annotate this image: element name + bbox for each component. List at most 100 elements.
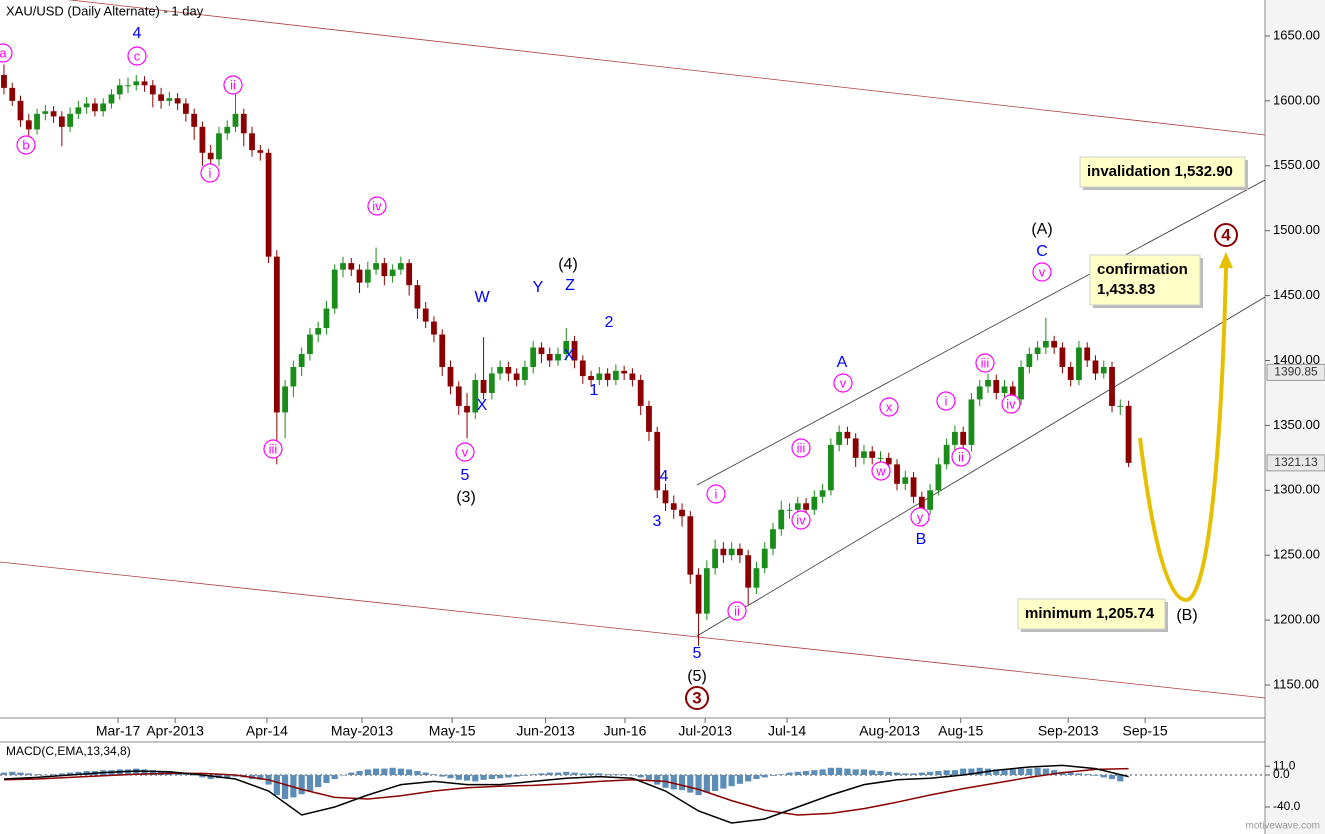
macd-histogram-bar: [397, 768, 404, 775]
macd-histogram-bar: [472, 775, 479, 782]
wave-label: iv: [372, 198, 382, 213]
macd-histogram-bar: [538, 773, 545, 775]
wave-label: X: [564, 347, 575, 364]
candle-body: [894, 464, 900, 484]
macd-histogram-bar: [844, 768, 851, 775]
candle-body: [488, 373, 495, 393]
macd-histogram-bar: [83, 771, 90, 775]
macd-histogram-bar: [587, 773, 595, 775]
candle-body: [770, 529, 776, 549]
candle-body: [348, 263, 355, 270]
x-tick-label: Aug-2013: [859, 723, 920, 739]
macd-histogram-bar: [802, 771, 810, 775]
annotation-circle: [223, 75, 243, 95]
candle-body: [455, 386, 462, 406]
macd-histogram-bar: [728, 775, 735, 787]
macd-histogram-bar: [960, 768, 967, 775]
wave-label: i: [715, 486, 718, 501]
candle-body: [298, 354, 305, 367]
candle-body: [9, 87, 16, 101]
note-box: [1079, 156, 1246, 188]
macd-histogram-bar: [836, 767, 843, 775]
candle-body: [662, 490, 669, 504]
macd-histogram-bar: [1108, 775, 1116, 779]
macd-histogram-bar: [497, 775, 504, 779]
macd-histogram-bar: [42, 775, 49, 776]
candle-body: [224, 126, 231, 134]
wave-label: v: [840, 375, 847, 390]
wave-label: 5: [693, 645, 702, 662]
wave-label: 5: [461, 467, 470, 484]
macd-histogram-bar: [1017, 768, 1025, 775]
y-tick-label: 1300.00: [1273, 482, 1320, 497]
candle-body: [695, 574, 702, 614]
macd-histogram-bar: [893, 772, 901, 775]
macd-histogram-bar: [703, 775, 710, 793]
macd-histogram-bar: [290, 775, 297, 798]
macd-histogram-bar: [455, 775, 462, 780]
wave-label: Z: [565, 277, 575, 294]
x-tick-label: Mar-17: [96, 723, 141, 739]
x-tick-label: Apr-2013: [146, 723, 204, 739]
macd-histogram-bar: [1042, 768, 1049, 775]
annotation-circle: [951, 447, 971, 467]
candle-body: [786, 509, 793, 511]
wave-label: 3: [653, 513, 662, 530]
candle-body: [381, 263, 388, 277]
candle-body: [158, 94, 164, 101]
chart-title: XAU/USD (Daily Alternate) - 1 day: [6, 3, 204, 18]
candle-body: [778, 509, 785, 530]
candle-body: [207, 152, 214, 160]
wave-label: v: [462, 444, 469, 459]
candle-body: [364, 269, 371, 283]
macd-histogram-bar: [232, 775, 239, 777]
macd-histogram-bar: [124, 769, 132, 775]
candle-body: [737, 548, 743, 556]
macd-histogram-bar: [480, 775, 487, 780]
annotation-circle: [200, 163, 220, 183]
x-tick-label: Jun-2013: [516, 723, 575, 739]
candle-body: [472, 379, 479, 413]
annotation-circle: [833, 373, 853, 393]
candle-body: [1117, 405, 1124, 407]
candle-body: [861, 451, 867, 458]
macd-histogram-bar: [761, 775, 768, 778]
candle-body: [431, 321, 437, 335]
candle-body: [794, 503, 801, 510]
candle-body: [596, 373, 603, 380]
macd-line: [3, 764, 1129, 824]
macd-histogram-bar: [554, 772, 562, 775]
macd-histogram-bar: [1075, 773, 1083, 775]
candle-body: [1125, 405, 1132, 463]
candle-body: [315, 328, 322, 335]
candle-body: [935, 464, 942, 491]
macd-histogram-bar: [827, 767, 834, 775]
candle-body: [232, 113, 239, 127]
candle-body: [902, 477, 909, 484]
x-tick-label: Jul-14: [768, 723, 806, 739]
candle-body: [604, 373, 611, 380]
candle-body: [240, 113, 247, 134]
candle-body: [927, 490, 933, 510]
macd-histogram-bar: [1059, 771, 1066, 775]
candle-body: [579, 360, 586, 377]
wave-label: x: [886, 399, 893, 414]
candle-body: [1001, 386, 1008, 393]
macd-histogram-bar: [17, 772, 24, 775]
macd-histogram-bar: [273, 775, 280, 795]
macd-histogram-bar: [422, 772, 429, 775]
macd-histogram-bar: [182, 773, 189, 775]
candle-body: [331, 269, 338, 309]
footer: motivewave.com: [1246, 821, 1320, 832]
candle-body: [844, 431, 851, 439]
candle-body: [397, 263, 404, 270]
wave-label: v: [1039, 264, 1046, 279]
macd-histogram-bar: [25, 773, 32, 775]
macd-histogram-bar: [133, 768, 140, 775]
annotation-circle: [791, 510, 811, 530]
macd-histogram-bar: [1100, 775, 1107, 778]
x-tick-label: Apr-14: [246, 723, 288, 739]
macd-histogram-bar: [199, 775, 206, 778]
macd-histogram-bar: [852, 769, 859, 775]
